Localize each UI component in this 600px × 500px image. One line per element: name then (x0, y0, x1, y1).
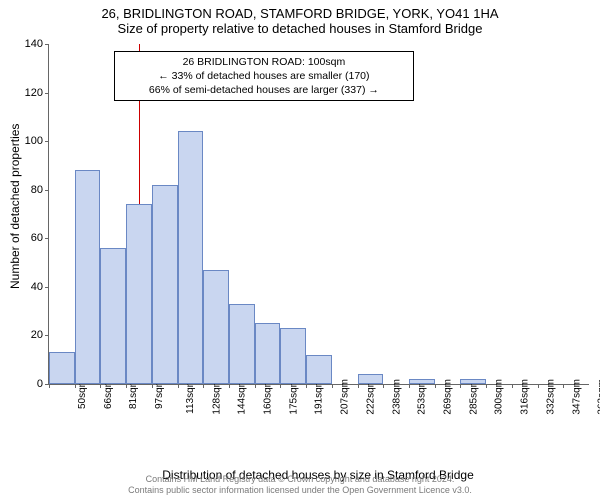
histogram-chart: Number of detached properties 26 BRIDLIN… (48, 44, 588, 424)
x-tick-label: 253sqm (417, 379, 428, 415)
x-tick-mark (332, 384, 333, 388)
x-tick-mark (203, 384, 204, 388)
y-tick-label: 40 (13, 281, 43, 293)
x-tick-mark (435, 384, 436, 388)
x-tick-label: 128sqm (211, 379, 222, 415)
y-tick-mark (45, 93, 49, 94)
y-tick-label: 100 (13, 135, 43, 147)
y-tick-label: 120 (13, 87, 43, 99)
x-tick-mark (178, 384, 179, 388)
histogram-bar (306, 355, 332, 384)
x-tick-mark (100, 384, 101, 388)
histogram-bar (280, 328, 306, 384)
y-axis-label: Number of detached properties (8, 124, 22, 289)
x-tick-label: 175sqm (288, 379, 299, 415)
histogram-bar (460, 379, 486, 384)
x-tick-mark (152, 384, 153, 388)
x-tick-mark (563, 384, 564, 388)
y-tick-label: 80 (13, 184, 43, 196)
title-block: 26, BRIDLINGTON ROAD, STAMFORD BRIDGE, Y… (0, 0, 600, 36)
x-tick-label: 144sqm (237, 379, 248, 415)
x-tick-mark (126, 384, 127, 388)
x-tick-mark (409, 384, 410, 388)
y-tick-mark (45, 238, 49, 239)
x-tick-mark (49, 384, 50, 388)
y-tick-label: 60 (13, 232, 43, 244)
page-title-line2: Size of property relative to detached ho… (0, 21, 600, 36)
y-tick-mark (45, 190, 49, 191)
histogram-bar (358, 374, 384, 384)
x-tick-mark (486, 384, 487, 388)
x-tick-mark (229, 384, 230, 388)
x-tick-mark (460, 384, 461, 388)
annotation-line-2: ← 33% of detached houses are smaller (17… (121, 69, 407, 83)
histogram-bar (100, 248, 126, 384)
plot-area: 26 BRIDLINGTON ROAD: 100sqm ← 33% of det… (48, 44, 589, 385)
x-tick-label: 300sqm (494, 379, 505, 415)
x-tick-mark (306, 384, 307, 388)
x-tick-mark (255, 384, 256, 388)
x-tick-label: 207sqm (340, 379, 351, 415)
x-tick-label: 222sqm (365, 379, 376, 415)
footer-line-2: Contains public sector information licen… (0, 485, 600, 496)
x-tick-label: 191sqm (314, 379, 325, 415)
footer-line-1: Contains HM Land Registry data © Crown c… (0, 474, 600, 485)
histogram-bar (409, 379, 435, 384)
histogram-bar (203, 270, 229, 384)
x-tick-label: 160sqm (263, 379, 274, 415)
y-tick-mark (45, 287, 49, 288)
y-tick-label: 140 (13, 38, 43, 50)
x-tick-mark (280, 384, 281, 388)
x-tick-mark (358, 384, 359, 388)
y-tick-mark (45, 335, 49, 336)
histogram-bar (152, 185, 178, 384)
x-tick-mark (75, 384, 76, 388)
y-tick-mark (45, 44, 49, 45)
x-tick-label: 316sqm (520, 379, 531, 415)
y-tick-label: 20 (13, 329, 43, 341)
histogram-bar (178, 131, 204, 384)
histogram-bar (126, 204, 152, 384)
annotation-line-3: 66% of semi-detached houses are larger (… (121, 83, 407, 97)
annotation-line-1: 26 BRIDLINGTON ROAD: 100sqm (121, 55, 407, 69)
annotation-box: 26 BRIDLINGTON ROAD: 100sqm ← 33% of det… (114, 51, 414, 102)
histogram-bar (49, 352, 75, 384)
histogram-bar (75, 170, 101, 384)
x-tick-mark (383, 384, 384, 388)
x-tick-mark (512, 384, 513, 388)
histogram-bar (255, 323, 281, 384)
y-tick-label: 0 (13, 378, 43, 390)
histogram-bar (229, 304, 255, 384)
footer-attribution: Contains HM Land Registry data © Crown c… (0, 474, 600, 497)
x-tick-label: 332sqm (545, 379, 556, 415)
x-tick-label: 269sqm (443, 379, 454, 415)
page-title-line1: 26, BRIDLINGTON ROAD, STAMFORD BRIDGE, Y… (0, 6, 600, 21)
x-tick-mark (538, 384, 539, 388)
x-tick-label: 285sqm (468, 379, 479, 415)
x-tick-label: 347sqm (571, 379, 582, 415)
x-tick-label: 238sqm (391, 379, 402, 415)
x-tick-label: 113sqm (185, 379, 196, 414)
y-tick-mark (45, 141, 49, 142)
